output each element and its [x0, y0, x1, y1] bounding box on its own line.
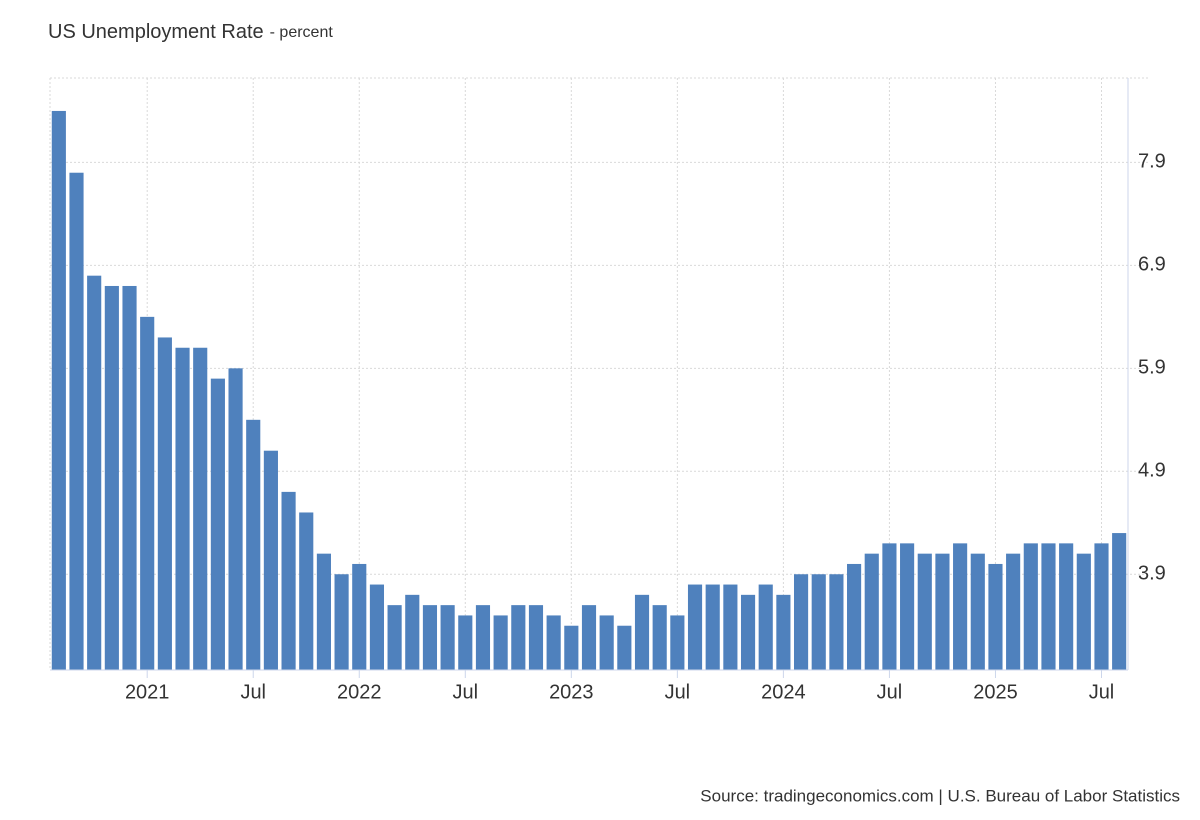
bar	[988, 563, 1003, 670]
bar	[1041, 543, 1056, 670]
bar	[882, 543, 897, 670]
x-tick-label: Jul	[665, 681, 691, 703]
bar	[935, 553, 950, 670]
bar	[900, 543, 915, 670]
bar	[157, 337, 172, 670]
x-tick-label: 2021	[125, 681, 170, 703]
bar	[387, 605, 402, 670]
bar	[422, 605, 438, 670]
bar	[564, 625, 579, 670]
bar	[246, 419, 261, 670]
bar	[281, 491, 296, 670]
bar	[670, 615, 685, 670]
bar	[970, 553, 985, 670]
y-tick-label: 6.9	[1138, 254, 1166, 276]
bar	[511, 605, 526, 670]
bar	[599, 615, 614, 670]
bar	[617, 625, 632, 670]
bar	[1112, 533, 1127, 670]
x-tick-label: Jul	[453, 681, 479, 703]
bar	[140, 316, 155, 670]
bar	[581, 605, 597, 670]
bar	[405, 594, 420, 670]
bar	[811, 574, 826, 670]
x-tick-label: Jul	[240, 681, 266, 703]
bar	[493, 615, 508, 670]
x-tick-label: Jul	[877, 681, 903, 703]
bar	[847, 563, 862, 670]
bar	[87, 275, 102, 670]
bar	[1094, 543, 1109, 670]
bar	[793, 574, 809, 670]
bar	[122, 285, 137, 670]
bar	[104, 285, 119, 670]
bar	[634, 594, 650, 670]
bar	[723, 584, 738, 670]
y-tick-label: 7.9	[1138, 151, 1166, 173]
bar	[740, 594, 756, 670]
bar	[687, 584, 703, 670]
bar	[1023, 543, 1038, 670]
bar	[51, 110, 66, 670]
bar	[352, 563, 367, 670]
x-tick-label: 2024	[761, 681, 806, 703]
bar	[175, 347, 190, 670]
bar	[917, 553, 932, 670]
y-tick-label: 5.9	[1138, 357, 1166, 379]
y-tick-label: 3.9	[1138, 563, 1166, 585]
bar	[1076, 553, 1091, 670]
bar	[369, 584, 385, 670]
bar	[299, 512, 314, 670]
x-tick-label: 2023	[549, 681, 594, 703]
title: US Unemployment Rate	[48, 21, 264, 43]
chart-title: US Unemployment Rate - percent	[48, 21, 333, 43]
bar	[263, 450, 278, 670]
bar	[316, 553, 331, 670]
y-tick-label: 4.9	[1138, 460, 1166, 482]
bar	[1059, 543, 1074, 670]
bar	[458, 615, 473, 670]
x-tick-label: 2022	[337, 681, 382, 703]
bar	[953, 543, 968, 670]
source: Source: tradingeconomics.com | U.S. Bure…	[700, 786, 1180, 805]
bar	[69, 172, 84, 670]
bar	[652, 605, 667, 670]
bar	[475, 605, 491, 670]
bar	[705, 584, 720, 670]
subtitle: - percent	[270, 24, 334, 41]
bar	[210, 378, 225, 670]
bar	[546, 615, 561, 670]
bar	[440, 605, 455, 670]
bar	[228, 368, 243, 670]
x-tick-label: 2025	[973, 681, 1018, 703]
bar	[334, 574, 349, 670]
bar	[829, 574, 844, 670]
bar	[776, 594, 791, 670]
bar	[758, 584, 773, 670]
bar	[193, 347, 208, 670]
x-tick-label: Jul	[1089, 681, 1115, 703]
bar	[864, 553, 879, 670]
bar	[528, 605, 544, 670]
bar	[1006, 553, 1021, 670]
